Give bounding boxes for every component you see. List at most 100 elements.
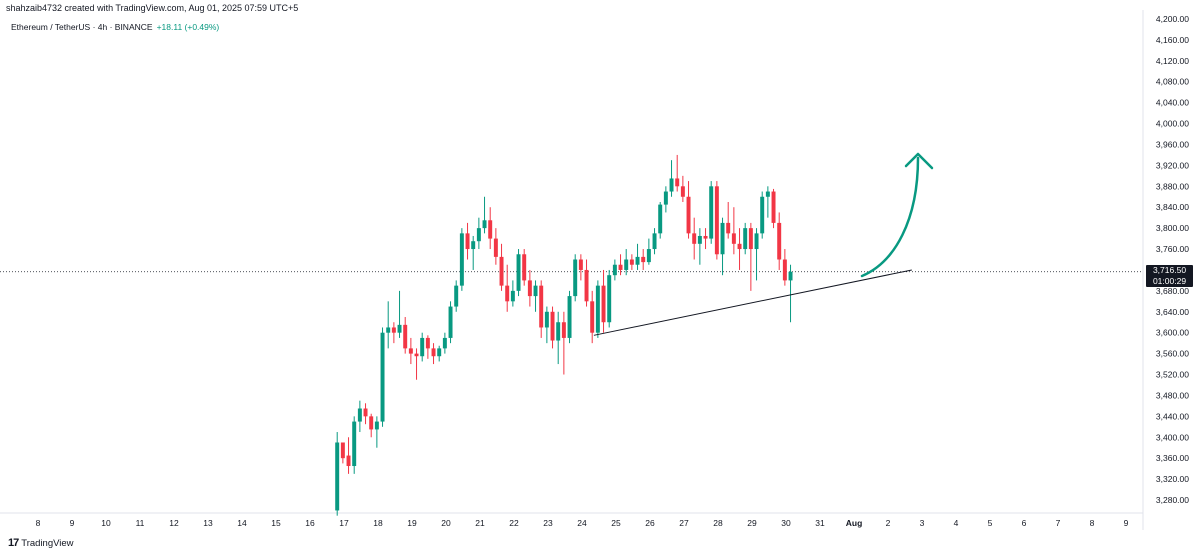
candle[interactable]: [714, 181, 719, 260]
candle[interactable]: [459, 228, 464, 291]
candle[interactable]: [544, 306, 549, 344]
candle[interactable]: [380, 327, 385, 427]
candle[interactable]: [420, 332, 425, 362]
candle[interactable]: [391, 322, 396, 344]
bar-countdown: 01:00:29: [1152, 276, 1187, 286]
candle[interactable]: [680, 175, 685, 202]
candle-body: [499, 256, 504, 286]
price-axis[interactable]: 3,280.00 3,320.00 3,360.00 3,400.00 3,440.00…: [1156, 14, 1189, 505]
time-tick-label: 16: [305, 518, 315, 528]
candle[interactable]: [618, 254, 623, 276]
candle[interactable]: [397, 290, 402, 338]
projection-arrow[interactable]: [860, 156, 920, 278]
candle[interactable]: [692, 217, 697, 260]
candle[interactable]: [629, 254, 634, 270]
candle[interactable]: [777, 212, 782, 270]
candle[interactable]: [522, 249, 527, 286]
candle[interactable]: [703, 228, 708, 250]
candle[interactable]: [363, 403, 368, 425]
candle[interactable]: [357, 400, 362, 433]
candle[interactable]: [754, 228, 759, 281]
candle[interactable]: [663, 186, 668, 213]
candle[interactable]: [737, 228, 742, 270]
candle[interactable]: [403, 317, 408, 354]
tradingview-footer[interactable]: 17 TradingView: [8, 537, 74, 549]
time-axis[interactable]: 8 9 10 11 12 13 14 15 16 17 18 19 20 21 22 23 24 25 26 27 28…: [36, 518, 1129, 528]
candle[interactable]: [771, 188, 776, 229]
candle[interactable]: [635, 243, 640, 270]
candle-body: [335, 442, 340, 511]
candle[interactable]: [743, 222, 748, 255]
candle[interactable]: [482, 196, 487, 234]
candle[interactable]: [437, 345, 442, 362]
candle[interactable]: [561, 311, 566, 375]
candle[interactable]: [335, 432, 340, 516]
candle[interactable]: [578, 254, 583, 281]
candle[interactable]: [340, 442, 345, 464]
candle[interactable]: [527, 269, 532, 307]
time-tick-label: 5: [988, 518, 993, 528]
candle[interactable]: [386, 301, 391, 349]
candle[interactable]: [765, 186, 770, 218]
time-tick-label: 25: [611, 518, 621, 528]
candle[interactable]: [646, 238, 651, 265]
candle[interactable]: [607, 269, 612, 328]
candle[interactable]: [624, 249, 629, 276]
candle[interactable]: [533, 280, 538, 312]
candle[interactable]: [652, 228, 657, 255]
candle[interactable]: [720, 217, 725, 276]
symbol-legend[interactable]: Ethereum / TetherUS · 4h · BINANCE +18.11…: [11, 22, 219, 32]
candle[interactable]: [748, 222, 753, 291]
candle[interactable]: [601, 269, 606, 333]
candle[interactable]: [590, 290, 595, 344]
candle[interactable]: [493, 228, 498, 265]
candle[interactable]: [788, 264, 793, 323]
candle[interactable]: [442, 332, 447, 354]
candle[interactable]: [539, 280, 544, 338]
candle[interactable]: [471, 235, 476, 270]
candle[interactable]: [595, 280, 600, 338]
candle[interactable]: [726, 201, 731, 239]
candle-body: [386, 327, 391, 333]
candle[interactable]: [488, 207, 493, 250]
price-tick-label: 3,440.00: [1156, 411, 1189, 421]
candle[interactable]: [448, 301, 453, 344]
candle[interactable]: [567, 290, 572, 344]
candle[interactable]: [431, 343, 436, 365]
candle[interactable]: [499, 243, 504, 291]
candle[interactable]: [476, 217, 481, 250]
candle[interactable]: [346, 437, 351, 474]
candle[interactable]: [352, 416, 357, 474]
candle[interactable]: [675, 154, 680, 192]
candle[interactable]: [465, 222, 470, 260]
candle[interactable]: [505, 264, 510, 312]
candle[interactable]: [731, 207, 736, 255]
candle[interactable]: [641, 249, 646, 270]
trendline[interactable]: [593, 269, 912, 336]
candle[interactable]: [369, 413, 374, 438]
candle[interactable]: [454, 280, 459, 312]
candle[interactable]: [697, 228, 702, 265]
candle[interactable]: [556, 311, 561, 365]
candle-body: [476, 228, 481, 242]
candle[interactable]: [516, 249, 521, 297]
candle[interactable]: [669, 160, 674, 197]
candle[interactable]: [709, 181, 714, 244]
candle[interactable]: [425, 335, 430, 359]
candle-body: [516, 254, 521, 291]
candle[interactable]: [584, 259, 589, 307]
candle[interactable]: [374, 416, 379, 448]
candle[interactable]: [408, 337, 413, 365]
candle[interactable]: [510, 280, 515, 307]
candle[interactable]: [686, 181, 691, 239]
time-tick-label: 17: [339, 518, 349, 528]
candle[interactable]: [612, 259, 617, 281]
candle[interactable]: [550, 306, 555, 349]
candles[interactable]: [335, 154, 793, 516]
candle[interactable]: [658, 201, 663, 239]
candle[interactable]: [573, 254, 578, 302]
candle[interactable]: [782, 249, 787, 286]
candle[interactable]: [760, 191, 765, 239]
candle[interactable]: [414, 348, 419, 380]
